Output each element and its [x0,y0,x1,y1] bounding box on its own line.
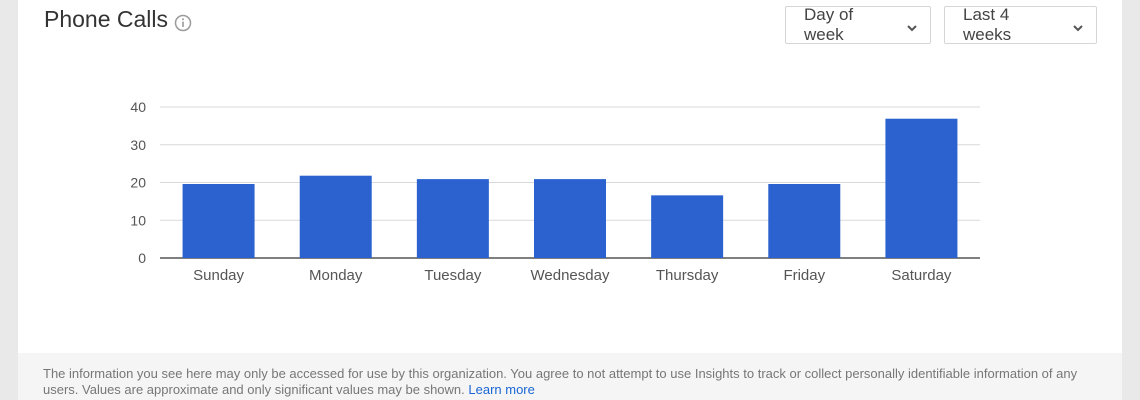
bar-sunday[interactable] [182,184,255,258]
bar-chart: 0 10 20 30 40 Sunday Monday Tuesday Wednesday Th… [130,99,980,284]
bar-tuesday[interactable] [416,179,489,258]
bar-friday[interactable] [768,184,841,258]
learn-more-link[interactable]: Learn more [468,382,535,397]
y-tick-label: 20 [130,175,146,191]
card-header: Phone Calls [44,6,192,33]
date-range-value: Last 4 weeks [963,5,1012,44]
y-axis-ticks: 0 10 20 30 40 [130,99,146,266]
x-tick-label: Tuesday [424,267,481,284]
y-tick-label: 40 [130,99,146,115]
chevron-down-icon [1072,19,1084,32]
bar-saturday[interactable] [885,118,958,258]
bar-monday[interactable] [299,175,372,258]
chevron-down-icon [906,19,918,32]
x-axis-ticks: Sunday Monday Tuesday Wednesday Thursday Frid… [193,267,952,284]
x-tick-label: Friday [783,267,825,284]
x-tick-label: Thursday [656,267,719,284]
x-tick-label: Saturday [891,267,952,284]
group-by-value: Day of week [804,5,854,44]
group-by-dropdown[interactable]: Day of week [785,5,931,44]
bars [182,118,958,258]
info-icon[interactable] [174,11,192,31]
footer-notice-text: The information you see here may only be… [43,366,1078,397]
x-tick-label: Wednesday [531,267,610,284]
insights-card: Phone Calls Day of week Last 4 weeks 0 10… [18,0,1122,400]
date-range-dropdown[interactable]: Last 4 weeks [944,5,1097,44]
footer-notice: The information you see here may only be… [18,353,1122,400]
x-tick-label: Sunday [193,267,244,284]
bar-thursday[interactable] [651,195,724,258]
y-tick-label: 30 [130,137,146,153]
page-title: Phone Calls [44,6,169,32]
x-tick-label: Monday [309,267,363,284]
bar-wednesday[interactable] [534,179,606,258]
y-tick-label: 10 [130,212,146,228]
y-tick-label: 0 [138,250,146,266]
